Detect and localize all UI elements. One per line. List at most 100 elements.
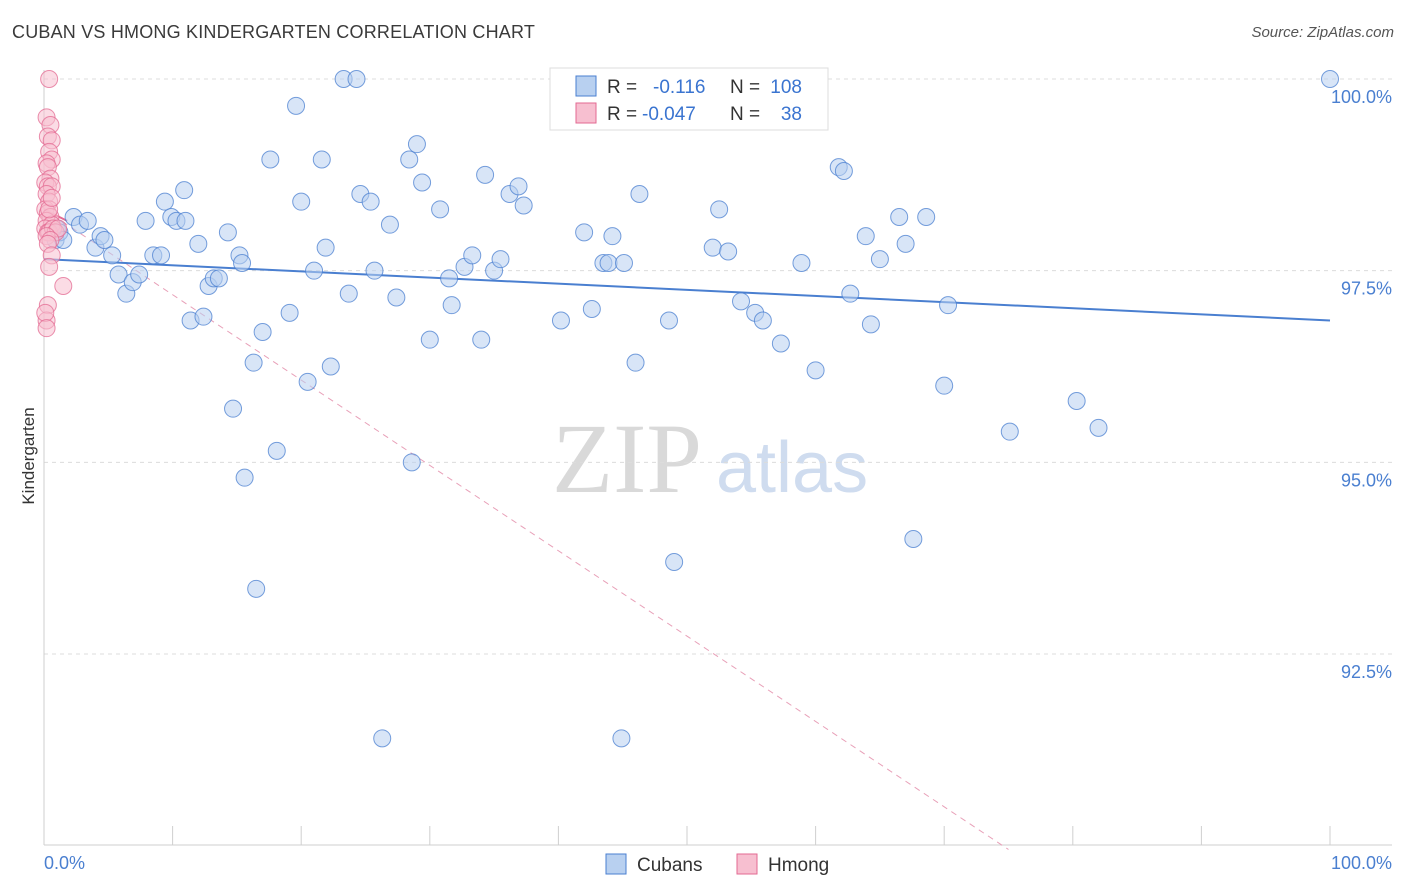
trendline-hmong-dashed bbox=[43, 208, 1009, 850]
y-tick-label-1: 97.5% bbox=[1341, 279, 1392, 299]
y-tick-labels: 100.0% 97.5% 95.0% 92.5% bbox=[1331, 87, 1392, 682]
point-cubans-79 bbox=[626, 353, 645, 372]
point-cubans-29 bbox=[218, 223, 237, 242]
point-cubans-10 bbox=[95, 231, 114, 249]
x-tick-label-min: 0.0% bbox=[44, 853, 85, 873]
point-cubans-108 bbox=[1321, 70, 1339, 88]
point-cubans-38 bbox=[280, 303, 299, 322]
point-cubans-75 bbox=[599, 254, 618, 272]
point-cubans-86 bbox=[719, 242, 738, 261]
point-cubans-101 bbox=[904, 530, 923, 548]
legend-n-value-hmong: 38 bbox=[781, 104, 802, 125]
point-cubans-77 bbox=[612, 729, 631, 748]
point-cubans-24 bbox=[189, 234, 208, 253]
point-cubans-18 bbox=[152, 246, 171, 265]
point-cubans-70 bbox=[514, 196, 533, 215]
legend-r-label-hmong: R = bbox=[607, 104, 637, 125]
point-cubans-41 bbox=[298, 372, 317, 391]
point-cubans-92 bbox=[806, 361, 825, 380]
point-cubans-98 bbox=[870, 250, 889, 269]
trendline-cubans bbox=[43, 258, 1331, 322]
point-cubans-109 bbox=[176, 211, 195, 230]
point-cubans-104 bbox=[939, 296, 958, 315]
point-cubans-102 bbox=[917, 208, 936, 226]
point-cubans-62 bbox=[442, 296, 461, 315]
bottom-legend-label-cubans: Cubans bbox=[637, 855, 703, 876]
point-cubans-52 bbox=[373, 729, 392, 748]
point-cubans-37 bbox=[267, 441, 286, 460]
point-cubans-99 bbox=[890, 208, 909, 226]
point-cubans-91 bbox=[792, 254, 811, 272]
point-cubans-97 bbox=[861, 315, 880, 334]
point-cubans-66 bbox=[476, 165, 495, 184]
point-cubans-90 bbox=[771, 334, 790, 353]
bottom-legend-swatch-hmong bbox=[736, 853, 758, 875]
point-cubans-15 bbox=[130, 265, 149, 284]
point-cubans-35 bbox=[253, 323, 272, 341]
point-cubans-22 bbox=[175, 181, 194, 200]
point-cubans-111 bbox=[233, 254, 252, 272]
point-cubans-59 bbox=[420, 330, 439, 349]
point-cubans-44 bbox=[316, 238, 335, 257]
point-cubans-106 bbox=[1067, 392, 1086, 410]
point-cubans-39 bbox=[287, 96, 306, 115]
point-cubans-94 bbox=[834, 162, 853, 180]
point-hmong-34 bbox=[36, 303, 55, 322]
point-cubans-11 bbox=[103, 246, 122, 265]
point-cubans-84 bbox=[703, 238, 722, 257]
data-points bbox=[36, 70, 1339, 748]
point-cubans-105 bbox=[1000, 422, 1019, 441]
legend-swatch-cubans bbox=[575, 75, 597, 97]
legend-n-label-cubans: N = bbox=[730, 77, 760, 98]
y-tick-label-0: 100.0% bbox=[1331, 87, 1392, 107]
point-cubans-51 bbox=[365, 261, 384, 280]
point-cubans-48 bbox=[347, 70, 366, 88]
point-cubans-28 bbox=[209, 269, 228, 288]
point-cubans-30 bbox=[224, 399, 243, 418]
point-cubans-81 bbox=[659, 311, 678, 330]
point-hmong-31 bbox=[54, 277, 73, 295]
x-ticks bbox=[43, 826, 1331, 845]
trendlines bbox=[43, 208, 1331, 850]
point-cubans-25 bbox=[194, 307, 213, 326]
chart-title: CUBAN VS HMONG KINDERGARTEN CORRELATION … bbox=[12, 22, 536, 42]
point-cubans-57 bbox=[407, 135, 426, 154]
point-cubans-40 bbox=[292, 192, 311, 211]
legend-r-value-hmong: -0.047 bbox=[642, 104, 696, 125]
point-cubans-78 bbox=[614, 254, 633, 272]
point-cubans-43 bbox=[312, 150, 331, 169]
point-hmong-30 bbox=[40, 257, 59, 276]
point-cubans-87 bbox=[732, 292, 751, 311]
point-cubans-64 bbox=[463, 246, 482, 265]
point-cubans-80 bbox=[630, 185, 649, 203]
point-cubans-33 bbox=[244, 353, 263, 372]
bottom-legend: Cubans Hmong bbox=[605, 853, 829, 876]
point-cubans-76 bbox=[603, 227, 622, 246]
bottom-legend-label-hmong: Hmong bbox=[768, 855, 829, 876]
point-cubans-56 bbox=[402, 453, 421, 472]
watermark-atlas: atlas bbox=[716, 428, 868, 508]
point-hmong-35 bbox=[37, 319, 56, 338]
bottom-legend-swatch-cubans bbox=[605, 853, 627, 875]
point-cubans-19 bbox=[155, 192, 174, 211]
legend-r-label-cubans: R = bbox=[607, 77, 637, 98]
point-cubans-110 bbox=[509, 177, 528, 196]
point-cubans-55 bbox=[400, 150, 419, 169]
point-hmong-0 bbox=[40, 70, 59, 88]
point-cubans-89 bbox=[753, 311, 772, 330]
point-cubans-95 bbox=[841, 284, 860, 303]
legend-swatch-hmong bbox=[575, 102, 597, 124]
point-cubans-82 bbox=[665, 553, 684, 571]
point-cubans-58 bbox=[413, 173, 432, 192]
watermark-zip: ZIP bbox=[552, 403, 702, 514]
point-cubans-36 bbox=[261, 150, 280, 169]
point-cubans-85 bbox=[710, 200, 729, 219]
point-cubans-61 bbox=[440, 269, 459, 288]
chart-source: Source: ZipAtlas.com bbox=[1251, 24, 1394, 41]
point-cubans-71 bbox=[551, 311, 570, 330]
point-cubans-47 bbox=[339, 284, 358, 303]
point-cubans-42 bbox=[305, 261, 324, 280]
point-cubans-50 bbox=[361, 192, 380, 211]
legend-r-value-cubans: -0.116 bbox=[653, 77, 705, 98]
